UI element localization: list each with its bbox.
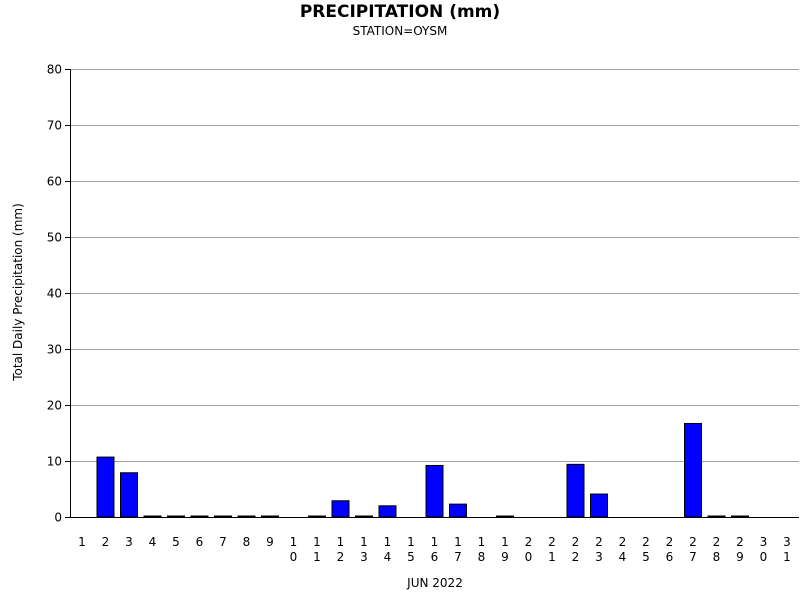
- chart-subtitle: STATION=OYSM: [353, 24, 448, 38]
- x-tick-label: 4: [149, 535, 157, 549]
- bar-day-28: [707, 515, 726, 518]
- x-tick-label: 8: [243, 535, 251, 549]
- y-tick-label: 40: [47, 287, 62, 301]
- bar-day-5: [167, 515, 185, 518]
- y-tick-label: 70: [47, 119, 62, 133]
- y-tick-label: 80: [47, 63, 62, 77]
- bar-day-16: [425, 464, 444, 518]
- x-tick-label: 9: [266, 535, 274, 549]
- y-tick-label: 0: [54, 511, 62, 525]
- bar-day-17: [449, 503, 467, 518]
- bars: [96, 422, 749, 518]
- y-tick-label: 20: [47, 399, 62, 413]
- bar-day-27: [684, 422, 702, 518]
- chart-title: PRECIPITATION (mm): [300, 2, 500, 22]
- y-tick-label: 10: [47, 455, 62, 469]
- x-axis-label: JUN 2022: [406, 576, 463, 590]
- x-tick-label: 3: [125, 535, 133, 549]
- bar-day-9: [261, 515, 279, 518]
- bar-day-13: [355, 515, 373, 518]
- bar-day-22: [566, 463, 585, 518]
- bar-day-8: [237, 515, 256, 518]
- axes: [65, 69, 799, 518]
- bar-day-12: [331, 500, 350, 518]
- x-tick-label: 5: [172, 535, 180, 549]
- bar-day-2: [96, 456, 115, 518]
- bar-day-7: [214, 515, 232, 518]
- bar-day-3: [120, 472, 138, 518]
- y-tick-label: 30: [47, 343, 62, 357]
- x-tick-label: 2: [102, 535, 110, 549]
- x-tick-labels: 1 2 3 4 5 6 7 8 9 1 01 11 21 31 41 51 61 71 81 92 02 12 22 32 42…: [78, 535, 791, 564]
- bar-day-6: [190, 515, 209, 518]
- x-tick-label: 7: [219, 535, 227, 549]
- bar-day-19: [496, 515, 514, 518]
- y-tick-label: 50: [47, 231, 62, 245]
- y-tick-label: 60: [47, 175, 62, 189]
- bar-day-11: [308, 515, 326, 518]
- x-tick-label: 1: [78, 535, 86, 549]
- y-axis-label: Total Daily Precipitation (mm): [11, 203, 25, 382]
- bar-day-4: [143, 515, 162, 518]
- bar-day-23: [590, 493, 608, 518]
- y-tick-labels: 0 10 20 30 40 50 60 70 80: [47, 63, 62, 525]
- bar-day-14: [378, 505, 397, 518]
- x-tick-label: 6: [196, 535, 204, 549]
- gridlines: [70, 69, 799, 462]
- bar-day-29: [731, 515, 749, 518]
